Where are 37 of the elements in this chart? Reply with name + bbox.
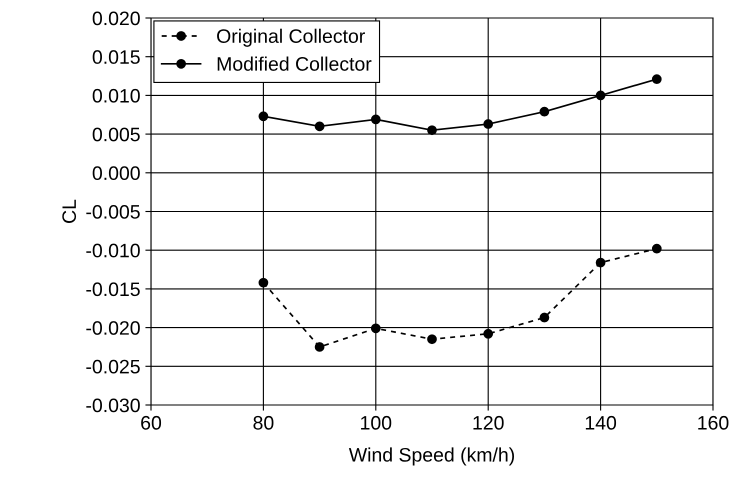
y-tick-label: 0.010: [92, 88, 140, 103]
y-tick-label: -0.005: [86, 204, 140, 219]
point: [540, 106, 550, 117]
point: [540, 312, 550, 322]
legend-label: Original Collector: [217, 28, 365, 47]
point: [314, 122, 324, 132]
x-tick-label: 100: [361, 416, 392, 430]
point: [370, 324, 381, 334]
y-tick-label: -0.015: [86, 282, 140, 296]
y-tick-label: -0.020: [86, 321, 140, 335]
point: [652, 74, 662, 84]
point: [483, 119, 494, 129]
point: [314, 342, 324, 352]
x-tick-label: 60: [141, 416, 162, 430]
x-tick-label: 80: [253, 416, 274, 430]
point: [258, 111, 268, 122]
x-axis-title: Wind Speed (km/h): [348, 447, 514, 466]
y-tick-label: -0.025: [86, 360, 140, 374]
point: [596, 258, 606, 268]
point: [427, 334, 437, 344]
y-tick-label: -0.030: [86, 398, 140, 412]
point: [652, 244, 662, 254]
x-tick-label: 140: [586, 416, 616, 430]
point: [427, 125, 437, 136]
y-axis-title: CL: [62, 200, 76, 223]
point: [258, 278, 268, 288]
y-tick-label: 0.015: [92, 50, 140, 64]
point: [596, 90, 606, 100]
y-tick-label: 0.000: [92, 166, 140, 180]
legend-label: Modified Collector: [218, 56, 372, 71]
y-tick-label: 0.020: [92, 11, 140, 26]
y-tick-label: -0.010: [86, 244, 140, 258]
x-tick-label: 160: [698, 416, 728, 430]
y-tick-label: 0.005: [92, 128, 140, 142]
x-tick-label: 120: [473, 416, 504, 430]
point: [483, 328, 494, 339]
point: [370, 114, 381, 124]
